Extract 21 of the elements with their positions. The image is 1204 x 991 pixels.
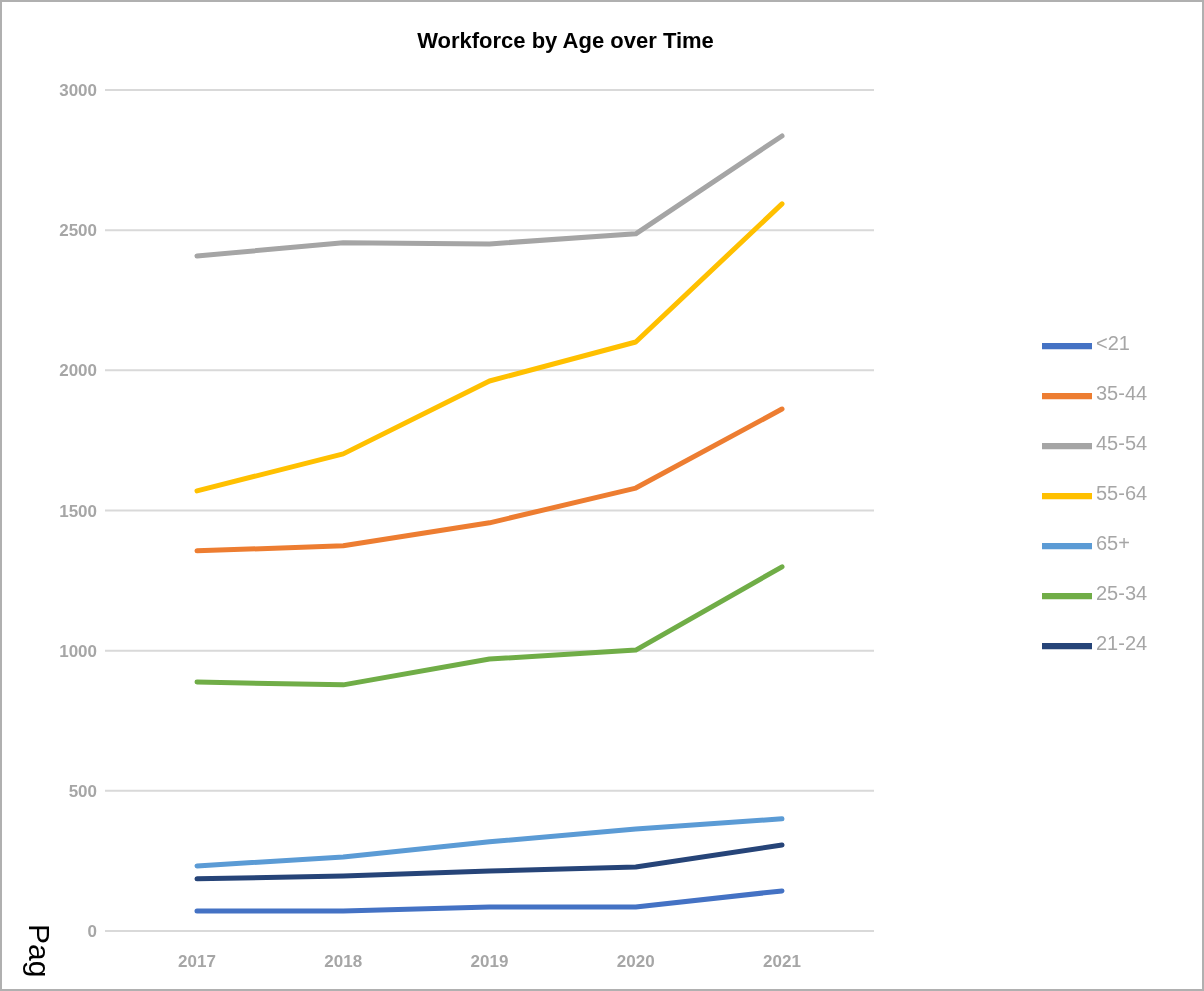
- y-tick-label: 3000: [59, 81, 97, 101]
- y-tick-label: 2500: [59, 221, 97, 241]
- y-tick-label: 1000: [59, 641, 97, 661]
- legend-label: <21: [1096, 331, 1130, 354]
- chart-title: Workforce by Age over Time: [416, 28, 715, 54]
- x-tick-label: 2017: [178, 952, 216, 972]
- x-tick-label: 2020: [616, 952, 655, 972]
- y-tick-label: 0: [87, 922, 97, 942]
- x-tick-label: 2019: [470, 952, 509, 972]
- y-tick-label: 2000: [59, 361, 97, 381]
- legend-label: 35-44: [1096, 381, 1148, 404]
- legend-label: 45-54: [1096, 431, 1148, 454]
- legend-label: 25-34: [1096, 581, 1148, 604]
- y-tick-label: 1500: [59, 501, 97, 521]
- legend-label: 55-64: [1096, 481, 1148, 504]
- legend-label: 21-24: [1096, 631, 1148, 654]
- y-tick-label: 500: [68, 781, 97, 801]
- x-tick-label: 2018: [324, 952, 363, 972]
- text: Pag: [22, 924, 56, 978]
- x-tick-label: 2021: [763, 952, 801, 972]
- legend-label: 65+: [1096, 531, 1130, 554]
